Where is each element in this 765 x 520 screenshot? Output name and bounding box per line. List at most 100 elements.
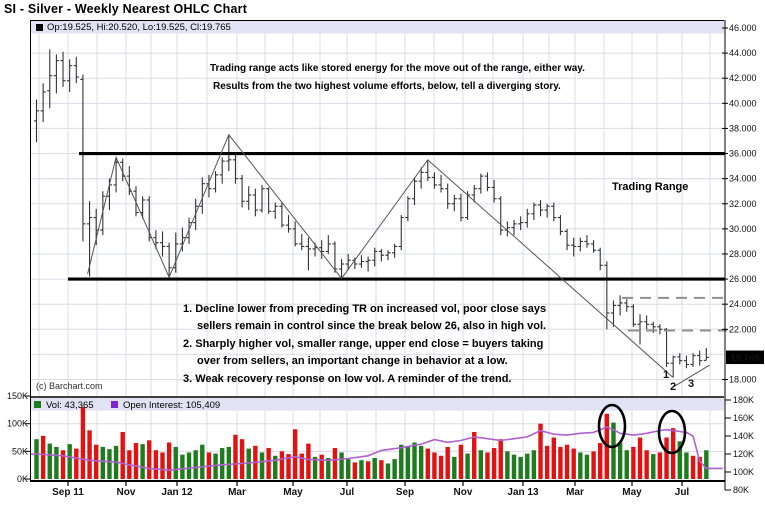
point-label: 1 — [663, 369, 669, 381]
price-axis-label: 36.000 — [729, 149, 757, 159]
volume-bar — [239, 439, 245, 479]
ohlc-quote: Op:19.525, Hi:20.520, Lo:19.525, Cl:19.7… — [47, 22, 231, 33]
volume-bar — [637, 437, 643, 479]
volume-bar — [418, 445, 424, 479]
volume-bar — [472, 431, 477, 479]
volume-bar — [617, 442, 623, 479]
volume-bar — [133, 443, 139, 479]
volume-bar — [571, 448, 576, 479]
volume-bar — [525, 453, 530, 479]
volume-bar — [120, 431, 125, 479]
annotation-list-item: 3. Weak recovery response on low vol. A … — [183, 372, 512, 385]
volume-bar — [644, 450, 649, 479]
price-axis-label: 30.000 — [729, 224, 757, 234]
volume-bar — [259, 452, 265, 479]
volume-bar — [379, 460, 384, 479]
volume-bar — [359, 460, 364, 479]
volume-bar — [180, 454, 185, 479]
volume-bar — [54, 446, 59, 479]
volume-bar — [312, 456, 318, 479]
volume-bar — [664, 437, 669, 479]
volume-bar — [219, 448, 225, 479]
month-label: Jan 12 — [161, 487, 193, 498]
volume-bar — [385, 463, 391, 479]
volume-bar — [405, 446, 411, 479]
volume-axis-label-left: 100K — [7, 419, 28, 429]
volume-bar — [193, 450, 198, 479]
volume-bar — [326, 457, 331, 479]
oi-axis-label-right: 140K — [733, 431, 754, 441]
month-label: Sep — [396, 487, 414, 498]
volume-bar — [677, 441, 683, 479]
volume-bar — [87, 430, 92, 479]
annotation-line-2: Results from the two highest volume effo… — [213, 81, 561, 92]
volume-bar — [80, 407, 86, 479]
volume-bar — [346, 459, 351, 479]
quote-legend-marker-icon — [36, 24, 43, 31]
last-price-badge — [726, 350, 764, 365]
volume-bar — [657, 452, 663, 479]
volume-bar — [107, 449, 112, 479]
volume-bar — [531, 450, 537, 479]
volume-highlight-ellipse — [597, 403, 627, 449]
volume-bar — [598, 443, 603, 479]
volume-bar — [445, 446, 450, 479]
volume-bar — [624, 450, 629, 479]
month-label: Nov — [454, 487, 473, 498]
volume-bar — [173, 446, 178, 479]
volume-bar — [226, 446, 232, 479]
point-label: 3 — [688, 378, 694, 390]
volume-bar — [578, 452, 583, 479]
volume-bar — [47, 443, 52, 479]
month-label: May — [283, 487, 303, 498]
volume-bar — [498, 439, 503, 479]
price-axis-label: 46.000 — [729, 23, 757, 33]
annotation-list-item: over from sellers, an important change i… — [197, 355, 508, 368]
oi-axis-label-right: 180K — [733, 395, 754, 405]
volume-bar — [153, 450, 159, 479]
price-axis-label: 18.000 — [729, 375, 757, 385]
volume-bar — [544, 445, 550, 479]
volume-bar — [458, 444, 464, 479]
annotation-list-item: sellers remain in control since the brea… — [197, 320, 547, 333]
price-axis-label: 42.000 — [729, 73, 757, 83]
month-label: Sep 11 — [52, 487, 84, 498]
volume-bar — [60, 450, 66, 479]
trading-range-label: Trading Range — [612, 181, 689, 193]
open-interest-legend: Open Interest: 105,409 — [123, 400, 221, 411]
volume-bar — [485, 452, 490, 479]
month-label: Jan 13 — [507, 487, 539, 498]
volume-bar — [438, 455, 444, 479]
volume-bar — [299, 453, 304, 479]
month-label: Nov — [117, 487, 136, 498]
open-interest-legend-marker-icon — [111, 401, 118, 408]
price-axis-label: 24.000 — [729, 299, 757, 309]
volume-bar — [465, 453, 470, 479]
volume-bar — [339, 452, 344, 479]
volume-bar — [93, 444, 99, 479]
price-axis-label: 44.000 — [729, 48, 757, 58]
volume-bar — [279, 451, 285, 479]
volume-highlight-ellipse — [657, 409, 687, 455]
volume-bar — [74, 448, 79, 479]
volume-bar — [491, 448, 497, 479]
volume-bar — [140, 444, 145, 479]
oi-axis-label-right: 100K — [733, 467, 754, 477]
volume-bar — [591, 451, 596, 479]
volume-bar — [651, 454, 656, 479]
volume-bar — [690, 455, 696, 479]
month-label: Mar — [228, 487, 246, 498]
volume-bar — [365, 461, 371, 479]
volume-bar — [511, 454, 517, 479]
volume-bar — [478, 450, 484, 479]
volume-bar — [558, 446, 563, 479]
month-label: May — [622, 487, 642, 498]
volume-bar — [319, 454, 324, 479]
volume-bar — [399, 444, 404, 479]
volume-bar — [147, 440, 152, 479]
volume-bars — [34, 407, 709, 479]
price-axis-label: 26.000 — [729, 274, 757, 284]
volume-bar — [286, 454, 291, 479]
